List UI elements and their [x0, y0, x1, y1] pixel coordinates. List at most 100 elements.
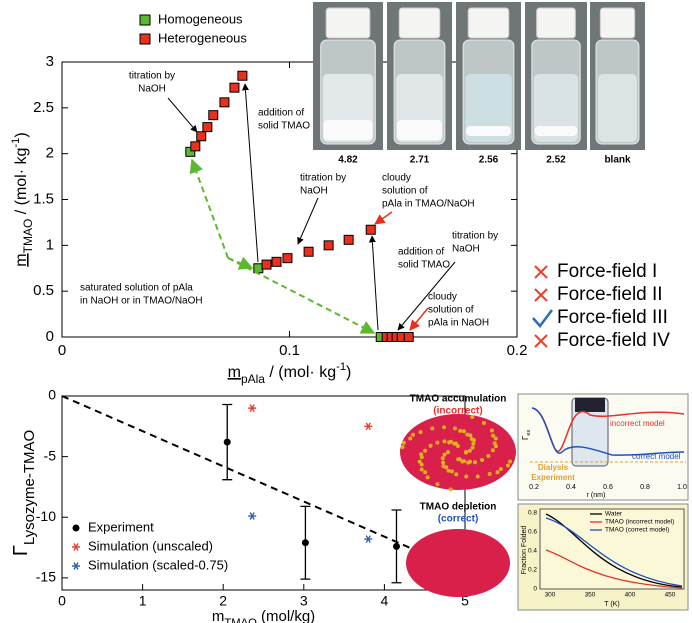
sediment — [466, 126, 511, 136]
y-tick-label: 3 — [46, 53, 54, 70]
y-axis-label: mTMAO / (mol· kg-1) — [10, 132, 35, 266]
legend-label: Homogeneous — [158, 11, 243, 26]
protein — [406, 529, 510, 597]
check-mark — [533, 310, 552, 326]
y-tick-label: 2 — [46, 145, 54, 162]
vial-liquid — [598, 74, 637, 142]
legend-label: Simulation (unscaled) — [88, 538, 213, 553]
inset-tick-label: 0.8 — [640, 484, 650, 491]
photo-label: 2.71 — [410, 155, 430, 166]
tmao-molecule — [446, 450, 450, 454]
tmao-molecule — [426, 475, 430, 479]
x-tick-label: 2 — [219, 593, 227, 609]
label-part: (mol/kg) — [257, 608, 315, 623]
panel-title: TMAO accumulation — [410, 394, 507, 405]
label-part: ) — [13, 132, 30, 137]
annotation: saturated solution of pAla — [80, 283, 193, 294]
tmao-molecule — [441, 456, 445, 460]
inset-tick-label: 1.0 — [677, 484, 687, 491]
protein — [400, 414, 516, 490]
data-point — [248, 405, 256, 412]
data-point — [344, 235, 353, 244]
data-point — [203, 123, 212, 132]
label-part: m — [228, 364, 241, 381]
label-part: TMAO — [21, 219, 35, 254]
data-point — [366, 225, 375, 234]
tmao-molecule — [454, 472, 458, 476]
legend-marker — [140, 15, 150, 25]
annotation: addition of — [398, 247, 444, 258]
label-part: -1 — [10, 138, 22, 148]
data-point — [404, 333, 413, 342]
tmao-molecule — [462, 429, 466, 433]
y-tick-label: -10 — [36, 508, 56, 524]
tmao-molecule — [408, 436, 412, 440]
inset-tick-label: 0.6 — [528, 529, 537, 536]
legend-label: Experiment — [88, 519, 154, 534]
arrow — [410, 308, 428, 330]
tmao-molecule — [429, 444, 433, 448]
legend-label: TMAO (correct model) — [605, 527, 669, 534]
arrow — [298, 198, 318, 244]
inset-label: Experiment — [531, 473, 575, 482]
inset-axis-label: T (K) — [604, 601, 619, 608]
inset-tick-label: 0.2 — [528, 567, 537, 574]
inset-tick-label: 0 — [533, 586, 537, 593]
tmao-molecule — [441, 461, 445, 465]
force-field-label: Force-field II — [557, 284, 663, 305]
inset-tick-label: 0.2 — [529, 484, 539, 491]
label-part: m — [13, 253, 30, 266]
vial-cap — [399, 8, 440, 38]
tmao-molecule — [453, 426, 457, 430]
tmao-molecule — [468, 449, 472, 453]
inset-tick-label: 350 — [585, 592, 596, 599]
annotation: pAla in NaOH — [428, 318, 489, 329]
cross-mark — [535, 289, 547, 301]
data-point — [220, 98, 229, 107]
tmao-molecule — [480, 458, 484, 462]
data-point — [272, 257, 281, 266]
tmao-molecule — [435, 441, 439, 445]
y-tick-label: -15 — [36, 569, 56, 585]
x-axis-label: mTMAO (mol/kg) — [212, 608, 315, 623]
tmao-molecule — [471, 442, 475, 446]
inset-label: Dialysis — [538, 463, 569, 472]
legend-marker — [72, 563, 80, 570]
tmao-molecule — [506, 464, 510, 468]
tmao-molecule — [430, 426, 434, 430]
label-part: pAla — [241, 372, 265, 386]
legend-label: Heterogeneous — [158, 30, 247, 45]
tmao-molecule — [446, 469, 450, 473]
arrow — [245, 84, 258, 262]
tmao-molecule — [458, 429, 462, 433]
photo-label: blank — [604, 155, 631, 166]
legend-label: Simulation (scaled-0.75) — [88, 557, 228, 572]
tmao-molecule — [454, 442, 458, 446]
tmao-molecule — [420, 468, 424, 472]
annotation: NaOH — [452, 244, 480, 255]
tmao-molecule — [486, 454, 490, 458]
data-point — [224, 439, 231, 446]
data-point — [230, 83, 239, 92]
annotation: titration by — [300, 173, 346, 184]
y-tick-label: -5 — [44, 447, 57, 463]
annotation: cloudy — [382, 173, 411, 184]
annotation: NaOH — [300, 186, 328, 197]
arrow — [375, 212, 392, 224]
tmao-molecule — [494, 436, 498, 440]
x-tick-label: 4 — [381, 593, 389, 609]
y-tick-label: 1.5 — [33, 190, 54, 207]
tmao-molecule — [442, 425, 446, 429]
inset-tick-label: 400 — [625, 592, 636, 599]
annotation: titration by — [129, 71, 175, 82]
annotation: pAla in TMAO/NaOH — [382, 199, 475, 210]
x-tick-label: 0.2 — [507, 342, 528, 359]
tmao-molecule — [449, 440, 453, 444]
x-tick-label: 0.1 — [279, 342, 300, 359]
annotation: in NaOH or in TMAO/NaOH — [80, 296, 203, 307]
arrow — [168, 98, 197, 132]
cross-mark — [535, 266, 547, 278]
tmao-molecule — [450, 469, 454, 473]
tmao-molecule — [476, 474, 480, 478]
tmao-molecule — [464, 474, 468, 478]
